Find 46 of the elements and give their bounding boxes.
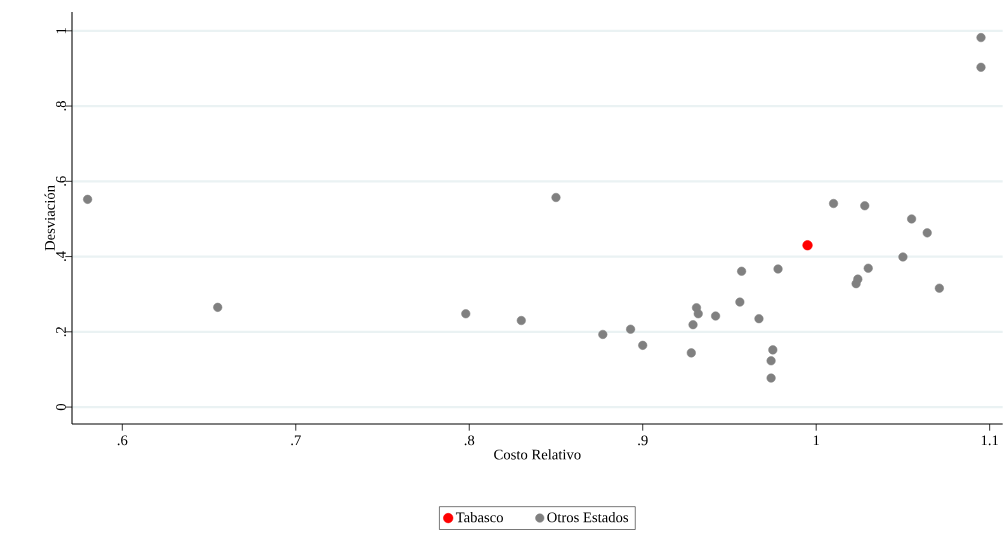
x-axis-title: Costo Relativo	[494, 449, 581, 460]
point	[688, 320, 698, 330]
point	[898, 252, 908, 262]
point	[735, 297, 745, 307]
point	[907, 214, 917, 224]
point	[851, 279, 861, 289]
point	[638, 340, 648, 350]
point	[934, 283, 944, 293]
point	[922, 228, 932, 238]
x-tick-label: .9	[638, 435, 648, 446]
point	[860, 201, 870, 211]
x-tick-label: .6	[117, 435, 128, 446]
point	[711, 311, 721, 321]
point	[598, 329, 608, 339]
point	[551, 192, 561, 203]
point	[516, 315, 526, 326]
point	[829, 198, 839, 209]
x-tick-label: 1	[813, 435, 819, 446]
x-tick-label: 1.1	[981, 435, 998, 446]
point	[976, 62, 986, 72]
x-tick-label: .7	[291, 435, 301, 446]
point	[768, 345, 778, 355]
y-tick-label: .8	[56, 101, 66, 111]
y-tick-label: .6	[56, 176, 66, 186]
point	[626, 324, 636, 334]
y-tick-label: .2	[56, 327, 66, 337]
point	[461, 309, 471, 319]
y-tick-label: 1	[56, 28, 66, 34]
point	[213, 302, 223, 312]
point	[83, 194, 93, 204]
point	[766, 356, 776, 366]
point	[766, 373, 776, 383]
y-tick-label: 0	[56, 403, 66, 411]
legend-label: Tabasco	[455, 512, 503, 523]
point	[686, 348, 696, 358]
point	[754, 314, 764, 324]
point	[863, 263, 873, 273]
y-axis-title: Desviación	[44, 185, 55, 251]
legend-label: Otros Estados	[547, 512, 629, 523]
point	[737, 266, 747, 276]
point	[802, 240, 813, 251]
point	[773, 264, 783, 274]
y-tick-label: .4	[56, 251, 66, 262]
point	[976, 33, 986, 43]
x-tick-label: .8	[464, 435, 475, 446]
point	[693, 309, 703, 319]
